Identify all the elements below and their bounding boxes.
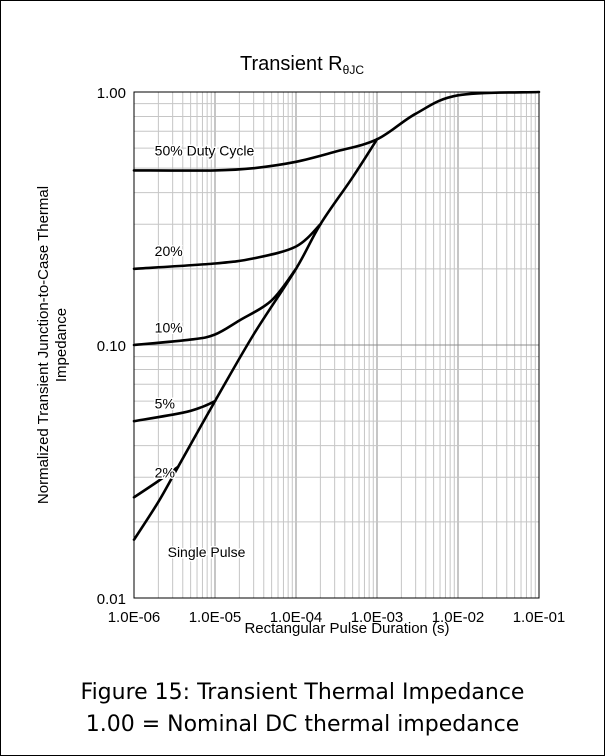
plot-grid [134, 92, 539, 598]
x-tick-label: 1.0E-05 [189, 609, 242, 626]
chart-title: Transient RθJC [240, 53, 364, 77]
x-tick-label: 1.0E-01 [513, 609, 566, 626]
y-axis-label-line2: Impedance [53, 308, 70, 382]
series-label-10: 10% [155, 320, 183, 336]
figure-caption-line2: 1.00 = Nominal DC thermal impedance [85, 712, 520, 737]
transient-thermal-impedance-chart: Transient RθJC 50% Duty Cycle 20% 10% 5% 2% S… [35, 53, 566, 637]
figure-caption-line1: Figure 15: Transient Thermal Impedance [80, 680, 525, 705]
series-label-2: 2% [155, 464, 175, 480]
y-tick-label: 1.00 [97, 85, 126, 102]
x-tick-label: 1.0E-02 [432, 609, 485, 626]
chart-title-subscript: θJC [343, 63, 365, 77]
series-label-50-duty-cycle: 50% Duty Cycle [155, 143, 255, 159]
y-axis-label-line1: Normalized Transient Junction-to-Case Th… [35, 186, 52, 504]
series-layer [132, 90, 541, 541]
series-line-2 [132, 465, 180, 499]
series-line-single-pulse [132, 138, 379, 541]
series-line-20 [132, 223, 322, 271]
x-axis-ticks: 1.0E-06 1.0E-05 1.0E-04 1.0E-03 1.0E-02 1.0E-… [108, 609, 566, 626]
series-labels: 50% Duty Cycle 20% 10% 5% 2% Single Pulse [153, 141, 256, 561]
series-line-10 [132, 267, 298, 347]
y-axis-label: Normalized Transient Junction-to-Case Th… [35, 186, 70, 504]
chart-title-main: Transient R [240, 53, 343, 75]
x-tick-label: 1.0E-06 [108, 609, 161, 626]
series-line-5 [132, 399, 217, 423]
y-tick-label: 0.10 [97, 338, 126, 355]
y-axis-ticks: 0.01 0.10 1.00 [97, 85, 126, 608]
series-label-20: 20% [155, 243, 183, 259]
x-tick-label: 1.0E-03 [351, 609, 404, 626]
series-label-single-pulse: Single Pulse [168, 544, 246, 560]
x-tick-label: 1.0E-04 [270, 609, 323, 626]
x-axis-label: Rectangular Pulse Duration (s) [244, 620, 449, 637]
y-tick-label: 0.01 [97, 591, 126, 608]
series-label-5: 5% [155, 396, 175, 412]
series-line-50-duty-cycle [132, 90, 541, 172]
